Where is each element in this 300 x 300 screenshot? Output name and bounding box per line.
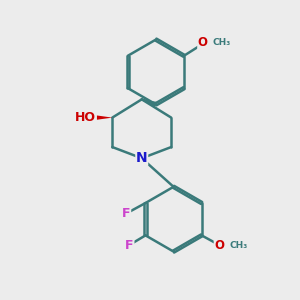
Text: F: F [125,238,134,252]
Text: HO: HO [75,111,96,124]
Polygon shape [93,115,112,120]
Polygon shape [142,99,157,107]
Text: N: N [136,151,148,165]
Text: CH₃: CH₃ [213,38,231,47]
Text: F: F [122,207,130,220]
Text: CH₃: CH₃ [230,241,248,250]
Text: O: O [214,239,224,252]
Text: O: O [198,36,208,49]
